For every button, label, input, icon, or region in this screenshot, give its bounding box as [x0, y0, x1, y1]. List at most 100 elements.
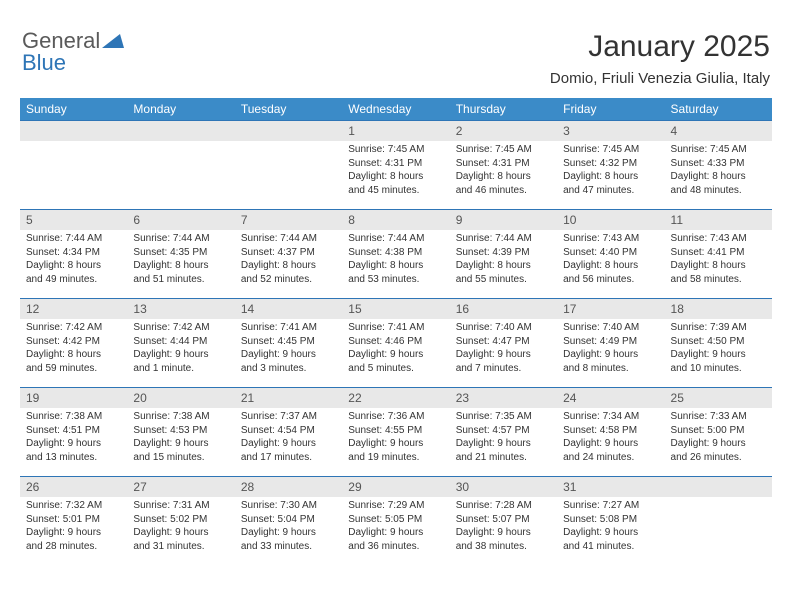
day-number: 14: [235, 299, 342, 319]
day-info: Sunrise: 7:38 AMSunset: 4:53 PMDaylight:…: [127, 408, 234, 468]
calendar-day-cell: 19Sunrise: 7:38 AMSunset: 4:51 PMDayligh…: [20, 388, 127, 477]
day-info: Sunrise: 7:43 AMSunset: 4:40 PMDaylight:…: [557, 230, 664, 290]
day-info: Sunrise: 7:45 AMSunset: 4:31 PMDaylight:…: [450, 141, 557, 201]
day-number: 28: [235, 477, 342, 497]
calendar-day-cell: 14Sunrise: 7:41 AMSunset: 4:45 PMDayligh…: [235, 299, 342, 388]
day-info: Sunrise: 7:34 AMSunset: 4:58 PMDaylight:…: [557, 408, 664, 468]
calendar-week-row: 26Sunrise: 7:32 AMSunset: 5:01 PMDayligh…: [20, 477, 772, 566]
day-number: 5: [20, 210, 127, 230]
day-info: Sunrise: 7:35 AMSunset: 4:57 PMDaylight:…: [450, 408, 557, 468]
page-location: Domio, Friuli Venezia Giulia, Italy: [550, 70, 770, 87]
day-number: 6: [127, 210, 234, 230]
calendar-day-cell: 1Sunrise: 7:45 AMSunset: 4:31 PMDaylight…: [342, 121, 449, 210]
day-number: 30: [450, 477, 557, 497]
day-number: 3: [557, 121, 664, 141]
day-info: Sunrise: 7:28 AMSunset: 5:07 PMDaylight:…: [450, 497, 557, 557]
day-number: 31: [557, 477, 664, 497]
day-info: Sunrise: 7:45 AMSunset: 4:33 PMDaylight:…: [665, 141, 772, 201]
day-number: 29: [342, 477, 449, 497]
day-info: Sunrise: 7:44 AMSunset: 4:37 PMDaylight:…: [235, 230, 342, 290]
calendar-day-cell: 23Sunrise: 7:35 AMSunset: 4:57 PMDayligh…: [450, 388, 557, 477]
calendar-day-cell: 30Sunrise: 7:28 AMSunset: 5:07 PMDayligh…: [450, 477, 557, 566]
calendar-day-cell: 12Sunrise: 7:42 AMSunset: 4:42 PMDayligh…: [20, 299, 127, 388]
calendar-day-cell: 17Sunrise: 7:40 AMSunset: 4:49 PMDayligh…: [557, 299, 664, 388]
day-number: 27: [127, 477, 234, 497]
day-number: 12: [20, 299, 127, 319]
day-number: 7: [235, 210, 342, 230]
day-info: Sunrise: 7:44 AMSunset: 4:35 PMDaylight:…: [127, 230, 234, 290]
day-number: 26: [20, 477, 127, 497]
day-info: Sunrise: 7:36 AMSunset: 4:55 PMDaylight:…: [342, 408, 449, 468]
weekday-header: Monday: [127, 98, 234, 121]
day-number: [20, 121, 127, 141]
calendar-day-cell: 13Sunrise: 7:42 AMSunset: 4:44 PMDayligh…: [127, 299, 234, 388]
calendar-day-cell: [235, 121, 342, 210]
weekday-header: Tuesday: [235, 98, 342, 121]
page-title: January 2025: [588, 30, 770, 64]
day-info: Sunrise: 7:33 AMSunset: 5:00 PMDaylight:…: [665, 408, 772, 468]
calendar-day-cell: 27Sunrise: 7:31 AMSunset: 5:02 PMDayligh…: [127, 477, 234, 566]
calendar-day-cell: 15Sunrise: 7:41 AMSunset: 4:46 PMDayligh…: [342, 299, 449, 388]
day-info: Sunrise: 7:45 AMSunset: 4:32 PMDaylight:…: [557, 141, 664, 201]
day-info: Sunrise: 7:29 AMSunset: 5:05 PMDaylight:…: [342, 497, 449, 557]
day-info: Sunrise: 7:30 AMSunset: 5:04 PMDaylight:…: [235, 497, 342, 557]
day-number: 9: [450, 210, 557, 230]
calendar-day-cell: 22Sunrise: 7:36 AMSunset: 4:55 PMDayligh…: [342, 388, 449, 477]
day-number: 17: [557, 299, 664, 319]
calendar-day-cell: 9Sunrise: 7:44 AMSunset: 4:39 PMDaylight…: [450, 210, 557, 299]
day-number: 15: [342, 299, 449, 319]
day-number: 8: [342, 210, 449, 230]
calendar-day-cell: 20Sunrise: 7:38 AMSunset: 4:53 PMDayligh…: [127, 388, 234, 477]
weekday-header: Wednesday: [342, 98, 449, 121]
calendar-day-cell: 8Sunrise: 7:44 AMSunset: 4:38 PMDaylight…: [342, 210, 449, 299]
calendar-day-cell: 16Sunrise: 7:40 AMSunset: 4:47 PMDayligh…: [450, 299, 557, 388]
day-info: Sunrise: 7:44 AMSunset: 4:39 PMDaylight:…: [450, 230, 557, 290]
calendar-week-row: 5Sunrise: 7:44 AMSunset: 4:34 PMDaylight…: [20, 210, 772, 299]
calendar-day-cell: 11Sunrise: 7:43 AMSunset: 4:41 PMDayligh…: [665, 210, 772, 299]
day-info: Sunrise: 7:44 AMSunset: 4:38 PMDaylight:…: [342, 230, 449, 290]
calendar-table: SundayMondayTuesdayWednesdayThursdayFrid…: [20, 98, 772, 566]
day-number: 18: [665, 299, 772, 319]
calendar-week-row: 12Sunrise: 7:42 AMSunset: 4:42 PMDayligh…: [20, 299, 772, 388]
calendar-day-cell: [665, 477, 772, 566]
day-number: 11: [665, 210, 772, 230]
calendar-day-cell: 21Sunrise: 7:37 AMSunset: 4:54 PMDayligh…: [235, 388, 342, 477]
weekday-header: Sunday: [20, 98, 127, 121]
day-number: 2: [450, 121, 557, 141]
calendar-week-row: 1Sunrise: 7:45 AMSunset: 4:31 PMDaylight…: [20, 121, 772, 210]
calendar-day-cell: 24Sunrise: 7:34 AMSunset: 4:58 PMDayligh…: [557, 388, 664, 477]
calendar-day-cell: 29Sunrise: 7:29 AMSunset: 5:05 PMDayligh…: [342, 477, 449, 566]
day-number: 4: [665, 121, 772, 141]
day-number: 16: [450, 299, 557, 319]
calendar-day-cell: 3Sunrise: 7:45 AMSunset: 4:32 PMDaylight…: [557, 121, 664, 210]
day-info: Sunrise: 7:37 AMSunset: 4:54 PMDaylight:…: [235, 408, 342, 468]
day-number: [235, 121, 342, 141]
day-info: Sunrise: 7:41 AMSunset: 4:45 PMDaylight:…: [235, 319, 342, 379]
day-info: Sunrise: 7:27 AMSunset: 5:08 PMDaylight:…: [557, 497, 664, 557]
calendar-day-cell: 10Sunrise: 7:43 AMSunset: 4:40 PMDayligh…: [557, 210, 664, 299]
calendar-day-cell: 18Sunrise: 7:39 AMSunset: 4:50 PMDayligh…: [665, 299, 772, 388]
day-info: Sunrise: 7:41 AMSunset: 4:46 PMDaylight:…: [342, 319, 449, 379]
day-number: [665, 477, 772, 497]
day-info: Sunrise: 7:32 AMSunset: 5:01 PMDaylight:…: [20, 497, 127, 557]
day-info: Sunrise: 7:39 AMSunset: 4:50 PMDaylight:…: [665, 319, 772, 379]
calendar-day-cell: 26Sunrise: 7:32 AMSunset: 5:01 PMDayligh…: [20, 477, 127, 566]
calendar-day-cell: [127, 121, 234, 210]
day-number: 10: [557, 210, 664, 230]
day-number: [127, 121, 234, 141]
logo-triangle-icon: [102, 30, 124, 52]
day-info: Sunrise: 7:42 AMSunset: 4:42 PMDaylight:…: [20, 319, 127, 379]
calendar-day-cell: 31Sunrise: 7:27 AMSunset: 5:08 PMDayligh…: [557, 477, 664, 566]
day-number: 1: [342, 121, 449, 141]
calendar-day-cell: 28Sunrise: 7:30 AMSunset: 5:04 PMDayligh…: [235, 477, 342, 566]
weekday-header: Saturday: [665, 98, 772, 121]
calendar-day-cell: 7Sunrise: 7:44 AMSunset: 4:37 PMDaylight…: [235, 210, 342, 299]
day-info: Sunrise: 7:45 AMSunset: 4:31 PMDaylight:…: [342, 141, 449, 201]
calendar-day-cell: 5Sunrise: 7:44 AMSunset: 4:34 PMDaylight…: [20, 210, 127, 299]
day-number: 19: [20, 388, 127, 408]
logo: General Blue: [22, 30, 124, 74]
day-info: Sunrise: 7:38 AMSunset: 4:51 PMDaylight:…: [20, 408, 127, 468]
calendar-day-cell: [20, 121, 127, 210]
day-info: Sunrise: 7:31 AMSunset: 5:02 PMDaylight:…: [127, 497, 234, 557]
day-number: 25: [665, 388, 772, 408]
